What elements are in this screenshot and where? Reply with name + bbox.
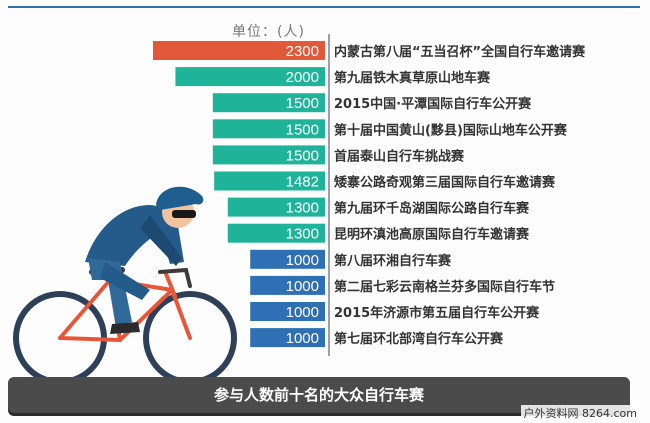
bar-value-label: 1300 bbox=[286, 226, 319, 243]
bar-value-label: 2300 bbox=[286, 43, 319, 60]
bar-8 bbox=[250, 249, 325, 269]
bar-value-label: 1000 bbox=[286, 252, 319, 269]
category-label: 矮寨公路奇观第三届国际自行车邀请赛 bbox=[334, 175, 556, 191]
bar-value-label: 1500 bbox=[286, 147, 319, 164]
bar-value-label: 1000 bbox=[286, 330, 319, 347]
watermark: 户外资料网 8264.com bbox=[520, 405, 640, 421]
top-rule bbox=[8, 6, 640, 8]
bar-value-label: 1500 bbox=[286, 121, 319, 138]
unit-label: 单位：(人) bbox=[232, 24, 305, 40]
bar-10 bbox=[250, 302, 325, 321]
bar-value-label: 1000 bbox=[286, 278, 319, 295]
bar-3 bbox=[212, 119, 325, 139]
category-label: 第八届环湘自行车赛 bbox=[334, 253, 452, 269]
bar-value-label: 1000 bbox=[286, 304, 319, 321]
bar-11 bbox=[250, 328, 325, 348]
bar-2 bbox=[212, 93, 325, 113]
bar-value-label: 1300 bbox=[286, 200, 319, 217]
bar-value-label: 2000 bbox=[286, 69, 319, 86]
category-label: 2015年济源市第五届自行车公开赛 bbox=[334, 305, 540, 321]
bar-0 bbox=[153, 41, 325, 60]
bar-6 bbox=[227, 197, 325, 217]
bar-value-label: 1482 bbox=[286, 174, 319, 191]
category-label: 第九届环千岛湖国际公路自行车赛 bbox=[334, 201, 530, 217]
category-label: 昆明环滇池高原国际自行车邀请赛 bbox=[334, 227, 530, 243]
category-label: 第二届七彩云南格兰芬多国际自行车节 bbox=[334, 279, 555, 295]
category-label: 第七届环北部湾自行车公开赛 bbox=[334, 331, 504, 347]
category-label: 第十届中国黄山(黟县)国际山地车公开赛 bbox=[334, 122, 568, 138]
bar-5 bbox=[214, 171, 325, 191]
category-label: 第九届铁木真草原山地车赛 bbox=[334, 70, 491, 86]
bar-9 bbox=[250, 275, 325, 295]
bar-7 bbox=[227, 223, 325, 243]
bar-1 bbox=[175, 67, 325, 87]
axis-divider bbox=[328, 34, 330, 356]
bar-4 bbox=[212, 145, 325, 165]
category-label: 首届泰山自行车挑战赛 bbox=[334, 148, 465, 164]
chart-title: 参与人数前十名的大众自行车赛 bbox=[213, 386, 424, 404]
bar-value-label: 1500 bbox=[286, 95, 319, 112]
title-bar: 参与人数前十名的大众自行车赛 bbox=[8, 377, 630, 413]
category-label: 内蒙古第八届“五当召杯”全国自行车邀请赛 bbox=[334, 44, 586, 60]
category-label: 2015中国·平潭国际自行车公开赛 bbox=[334, 96, 532, 112]
